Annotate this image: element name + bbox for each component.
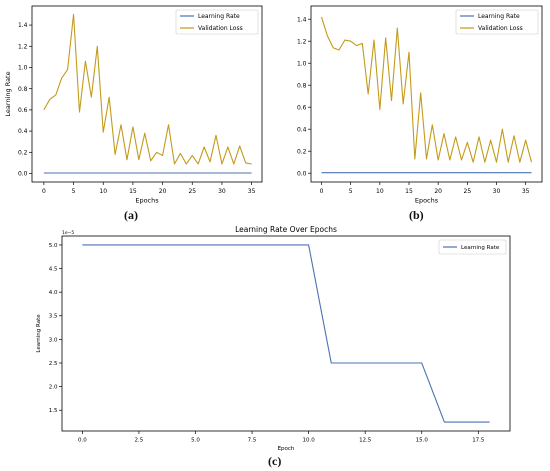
y-tick-label: 0.0 <box>297 170 307 177</box>
validation-loss-line <box>320 16 533 163</box>
chart-b: 0 5 10 15 20 25 30 35 0.0 0.2 0.4 0.6 0.8 1.0 1.2 1.4 Ep… <box>297 5 543 205</box>
y-tick-label: 3.0 <box>49 337 58 343</box>
x-tick-label: 30 <box>218 188 226 195</box>
x-tick-label: 15.0 <box>416 438 429 444</box>
x-tick-label: 7.5 <box>248 438 257 444</box>
x-tick-label: 35 <box>522 188 530 195</box>
x-tick-label: 0 <box>42 188 46 195</box>
y-tick-label: 3.5 <box>49 314 58 320</box>
legend-box <box>175 9 259 35</box>
x-axis-label: Epochs <box>135 197 159 205</box>
legend-label: Validation Loss <box>198 25 243 32</box>
x-axis-label: Epochs <box>415 197 439 205</box>
x-tick-label: 12.5 <box>359 438 372 444</box>
x-tick-label: 25 <box>188 188 196 195</box>
y-tick-label: 0.6 <box>18 107 28 114</box>
y-tick-label: 1.0 <box>18 65 28 72</box>
x-tick-label: 10 <box>99 188 107 195</box>
x-tick-label: 25 <box>464 188 472 195</box>
x-tick-label: 5.0 <box>191 438 200 444</box>
chart-a: 0 5 10 15 20 25 30 35 0.0 0.2 0.4 0.6 0.8 1.0 1.2 1.4 Ep… <box>4 5 263 205</box>
caption-a: (a) <box>124 208 138 222</box>
learning-rate-line <box>82 244 490 423</box>
x-tick-label: 17.5 <box>472 438 485 444</box>
x-tick-label: 35 <box>248 188 256 195</box>
y-tick-label: 1.5 <box>49 408 58 414</box>
x-tick-label: 15 <box>405 188 413 195</box>
y-tick-label: 1.2 <box>297 38 307 45</box>
y-tick-label: 1.2 <box>18 43 28 50</box>
y-tick-label: 2.5 <box>49 361 58 367</box>
y-axis-label: Learning Rate <box>36 314 42 353</box>
x-tick-label: 2.5 <box>135 438 144 444</box>
plot-frame <box>61 235 511 432</box>
y-tick-label: 2.0 <box>49 385 58 391</box>
x-tick-label: 15 <box>129 188 137 195</box>
chart-title: Learning Rate Over Epochs <box>235 225 337 234</box>
x-tick-label: 30 <box>493 188 501 195</box>
y-offset-label: 1e−5 <box>62 230 74 236</box>
chart-c: 0.0 2.5 5.0 7.5 10.0 12.5 15.0 17.5 1.5 2.0 2.5 3.0… <box>36 225 511 452</box>
y-tick-label: 0.2 <box>18 149 28 156</box>
y-tick-label: 0.4 <box>297 126 307 133</box>
x-tick-label: 20 <box>159 188 167 195</box>
y-tick-label: 4.5 <box>49 267 58 273</box>
x-tick-label: 5 <box>349 188 353 195</box>
legend-box <box>455 9 539 35</box>
x-axis-label: Epoch <box>278 446 295 452</box>
caption-c: (c) <box>268 454 282 468</box>
x-tick-label: 5 <box>72 188 76 195</box>
y-tick-label: 0.6 <box>297 104 307 111</box>
y-axis-label: Learning Rate <box>4 71 12 116</box>
y-tick-label: 1.4 <box>297 16 307 23</box>
x-tick-label: 0 <box>320 188 324 195</box>
legend-box <box>438 239 507 255</box>
y-tick-label: 0.4 <box>18 128 28 135</box>
x-tick-label: 20 <box>434 188 442 195</box>
legend-label: Validation Loss <box>478 25 523 32</box>
x-tick-label: 10.0 <box>303 438 316 444</box>
x-tick-label: 10 <box>376 188 384 195</box>
validation-loss-line <box>43 13 252 165</box>
caption-b: (b) <box>409 208 424 222</box>
y-tick-label: 0.8 <box>18 86 28 93</box>
legend-label: Learning Rate <box>198 13 240 20</box>
y-tick-label: 0.8 <box>297 82 307 89</box>
y-tick-label: 5.0 <box>49 243 58 249</box>
y-tick-label: 1.0 <box>297 60 307 67</box>
plot-frame <box>31 5 263 183</box>
legend-label: Learning Rate <box>461 245 500 251</box>
x-tick-label: 0.0 <box>78 438 87 444</box>
legend-label: Learning Rate <box>478 13 520 20</box>
y-tick-label: 4.0 <box>49 290 58 296</box>
y-tick-label: 0.0 <box>18 171 28 178</box>
y-tick-label: 1.4 <box>18 22 28 29</box>
y-tick-label: 0.2 <box>297 148 307 155</box>
